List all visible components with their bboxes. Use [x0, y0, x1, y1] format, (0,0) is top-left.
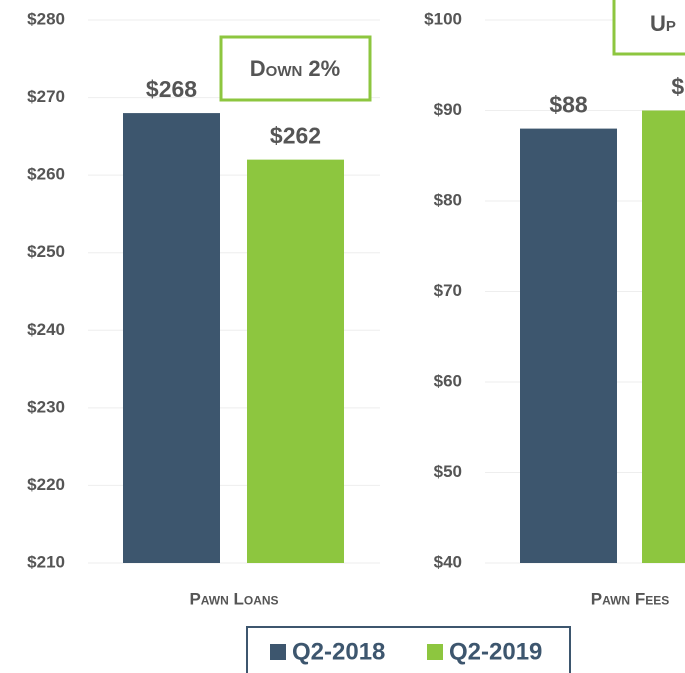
legend-swatch [427, 644, 443, 660]
y-tick-label: $80 [434, 190, 462, 209]
y-tick-label: $270 [27, 87, 65, 106]
legend-label: Q2-2019 [449, 638, 542, 665]
y-tick-label: $240 [27, 320, 65, 339]
y-tick-label: $90 [434, 100, 462, 119]
y-tick-label: $210 [27, 552, 65, 571]
data-label: $90 [671, 74, 685, 100]
annotation: Down 2% [250, 56, 340, 81]
annotation: Up [650, 11, 676, 36]
x-tick-label: Pawn Loans [189, 589, 278, 608]
y-tick-label: $220 [27, 475, 65, 494]
legend-swatch [270, 644, 286, 660]
y-tick-label: $230 [27, 397, 65, 416]
y-tick-label: $280 [27, 9, 65, 28]
bar [642, 110, 685, 563]
data-label: $262 [270, 123, 321, 149]
annotation-box [612, 0, 685, 56]
y-tick-label: $250 [27, 242, 65, 261]
y-tick-label: $260 [27, 165, 65, 184]
x-tick-label: Pawn Fees [591, 589, 669, 608]
y-tick-label: $70 [434, 281, 462, 300]
legend-label: Q2-2018 [292, 638, 385, 665]
bar [247, 159, 344, 563]
data-label: $268 [146, 76, 197, 102]
y-tick-label: $100 [424, 9, 462, 28]
data-label: $88 [549, 92, 588, 118]
bar [520, 128, 617, 563]
legend-box [246, 626, 571, 673]
y-tick-label: $60 [434, 371, 462, 390]
y-tick-label: $40 [434, 552, 462, 571]
y-tick-label: $50 [434, 462, 462, 481]
bar [123, 113, 220, 563]
annotation-box [219, 35, 372, 102]
